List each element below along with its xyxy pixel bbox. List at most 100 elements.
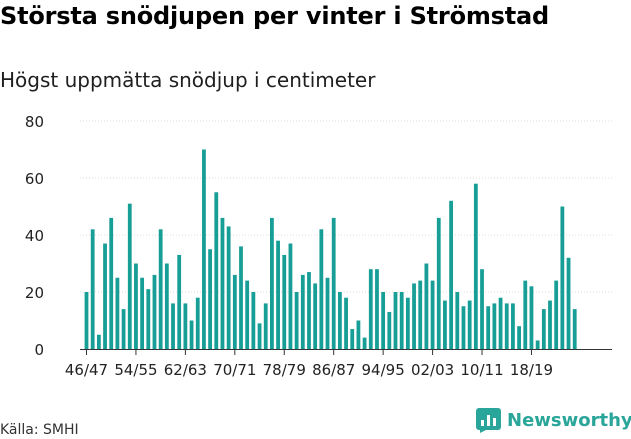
bar-93/94	[375, 269, 379, 349]
bar-47/48	[90, 229, 95, 349]
bar-80/81	[294, 292, 299, 349]
x-tick-label: 86/87	[312, 361, 355, 379]
bar-49/50	[103, 243, 107, 349]
y-tick-label: 60	[25, 170, 44, 188]
bar-00/01	[418, 280, 423, 349]
bar-23/24	[560, 206, 565, 349]
bar-89/90	[350, 329, 355, 349]
x-tick-label: 02/03	[411, 361, 454, 379]
bar-78/79	[282, 254, 287, 349]
bar-61/62	[177, 254, 182, 349]
grid-lines: 0 20 40 60 80	[25, 113, 612, 359]
bars	[84, 149, 577, 349]
bar-91/92	[362, 337, 367, 349]
y-tick-label: 40	[25, 227, 44, 245]
bar-87/88	[337, 292, 342, 349]
bar-73/74	[251, 292, 256, 349]
bar-undefined	[566, 257, 571, 349]
bar-51/52	[115, 277, 120, 349]
bar-66/67	[208, 249, 212, 349]
bar-18/19	[529, 286, 534, 349]
bar-81/82	[300, 274, 305, 349]
bar-90/91	[356, 320, 361, 349]
x-tick-label: 78/79	[263, 361, 306, 379]
bar-95/96	[387, 311, 392, 349]
bar-64/65	[195, 297, 200, 349]
chart-subtitle: Högst uppmätta snödjup i centimeter	[0, 68, 376, 92]
bar-85/86	[325, 277, 330, 349]
x-tick-label: 94/95	[362, 361, 405, 379]
x-tick-label: 70/71	[213, 361, 256, 379]
bar-14/15	[504, 303, 509, 349]
bar-82/83	[307, 272, 311, 349]
bar-19/20	[535, 340, 540, 349]
newsworthy-logo-icon	[476, 408, 501, 433]
bar-53/54	[127, 203, 132, 349]
x-tick-label: 62/63	[164, 361, 207, 379]
bar-68/69	[220, 217, 225, 349]
y-tick-label: 0	[34, 341, 44, 359]
bar-10/11	[480, 269, 484, 349]
bar-94/95	[381, 292, 386, 349]
bar-22/23	[554, 280, 559, 349]
bar-70/71	[232, 274, 237, 349]
bar-75/76	[263, 303, 268, 349]
bar-09/10	[473, 183, 478, 349]
bar-54/55	[134, 263, 138, 349]
bar-16/17	[517, 326, 521, 349]
bar-92/93	[368, 269, 373, 349]
bar-60/61	[171, 303, 175, 349]
bar-86/87	[331, 217, 336, 349]
y-tick-label: 80	[25, 113, 44, 131]
bar-11/12	[486, 306, 491, 349]
bar-59/60	[164, 263, 169, 349]
bar-63/64	[189, 320, 194, 349]
bar-88/89	[344, 297, 348, 349]
brand-logo: Newsworthy	[476, 408, 631, 433]
bar-chart: 0 20 40 60 80 46/47 54/55 62/63 70/71 78/79 86/87…	[25, 113, 612, 379]
x-tick-label: 18/19	[510, 361, 553, 379]
bar-72/73	[245, 280, 250, 349]
bar-46/47	[84, 292, 89, 349]
x-tick-label: 54/55	[114, 361, 157, 379]
bar-97/98	[399, 292, 404, 349]
bar-76/77	[270, 217, 274, 349]
bar-56/57	[146, 289, 151, 349]
bar-98/99	[405, 297, 410, 349]
bar-96/97	[393, 292, 398, 349]
bar-08/09	[467, 300, 472, 349]
bar-05/06	[449, 200, 454, 349]
bar-07/08	[461, 306, 466, 349]
bar-21/22	[548, 300, 552, 349]
bar-55/56	[140, 277, 145, 349]
x-axis: 46/47 54/55 62/63 70/71 78/79 86/87 94/95 02/03…	[65, 349, 612, 379]
bar-50/51	[109, 217, 114, 349]
bar-20/21	[541, 309, 546, 349]
bar-84/85	[319, 229, 324, 349]
bar-83/84	[313, 283, 318, 349]
x-tick-label: 10/11	[460, 361, 503, 379]
bar-65/66	[202, 149, 206, 349]
bar-99/00	[412, 283, 416, 349]
bar-67/68	[214, 192, 219, 349]
bar-12/13	[492, 303, 497, 349]
bar-74/75	[257, 323, 262, 349]
bar-01/02	[424, 263, 429, 349]
bar-71/72	[239, 246, 243, 349]
bar-06/07	[455, 292, 460, 349]
bar-52/53	[121, 309, 126, 349]
bar-13/14	[498, 297, 503, 349]
bar-03/04	[436, 217, 441, 349]
bar-undefined	[572, 309, 577, 349]
bar-57/58	[152, 274, 157, 349]
bar-69/70	[226, 226, 231, 349]
bar-48/49	[96, 334, 101, 349]
bar-58/59	[158, 229, 163, 349]
y-tick-label: 20	[25, 284, 44, 302]
chart-title: Största snödjupen per vinter i Strömstad	[0, 2, 549, 30]
bar-77/78	[276, 240, 280, 349]
bar-79/80	[288, 243, 293, 349]
bar-04/05	[443, 300, 447, 349]
bar-17/18	[523, 280, 528, 349]
source-note: Källa: SMHI	[0, 422, 79, 438]
